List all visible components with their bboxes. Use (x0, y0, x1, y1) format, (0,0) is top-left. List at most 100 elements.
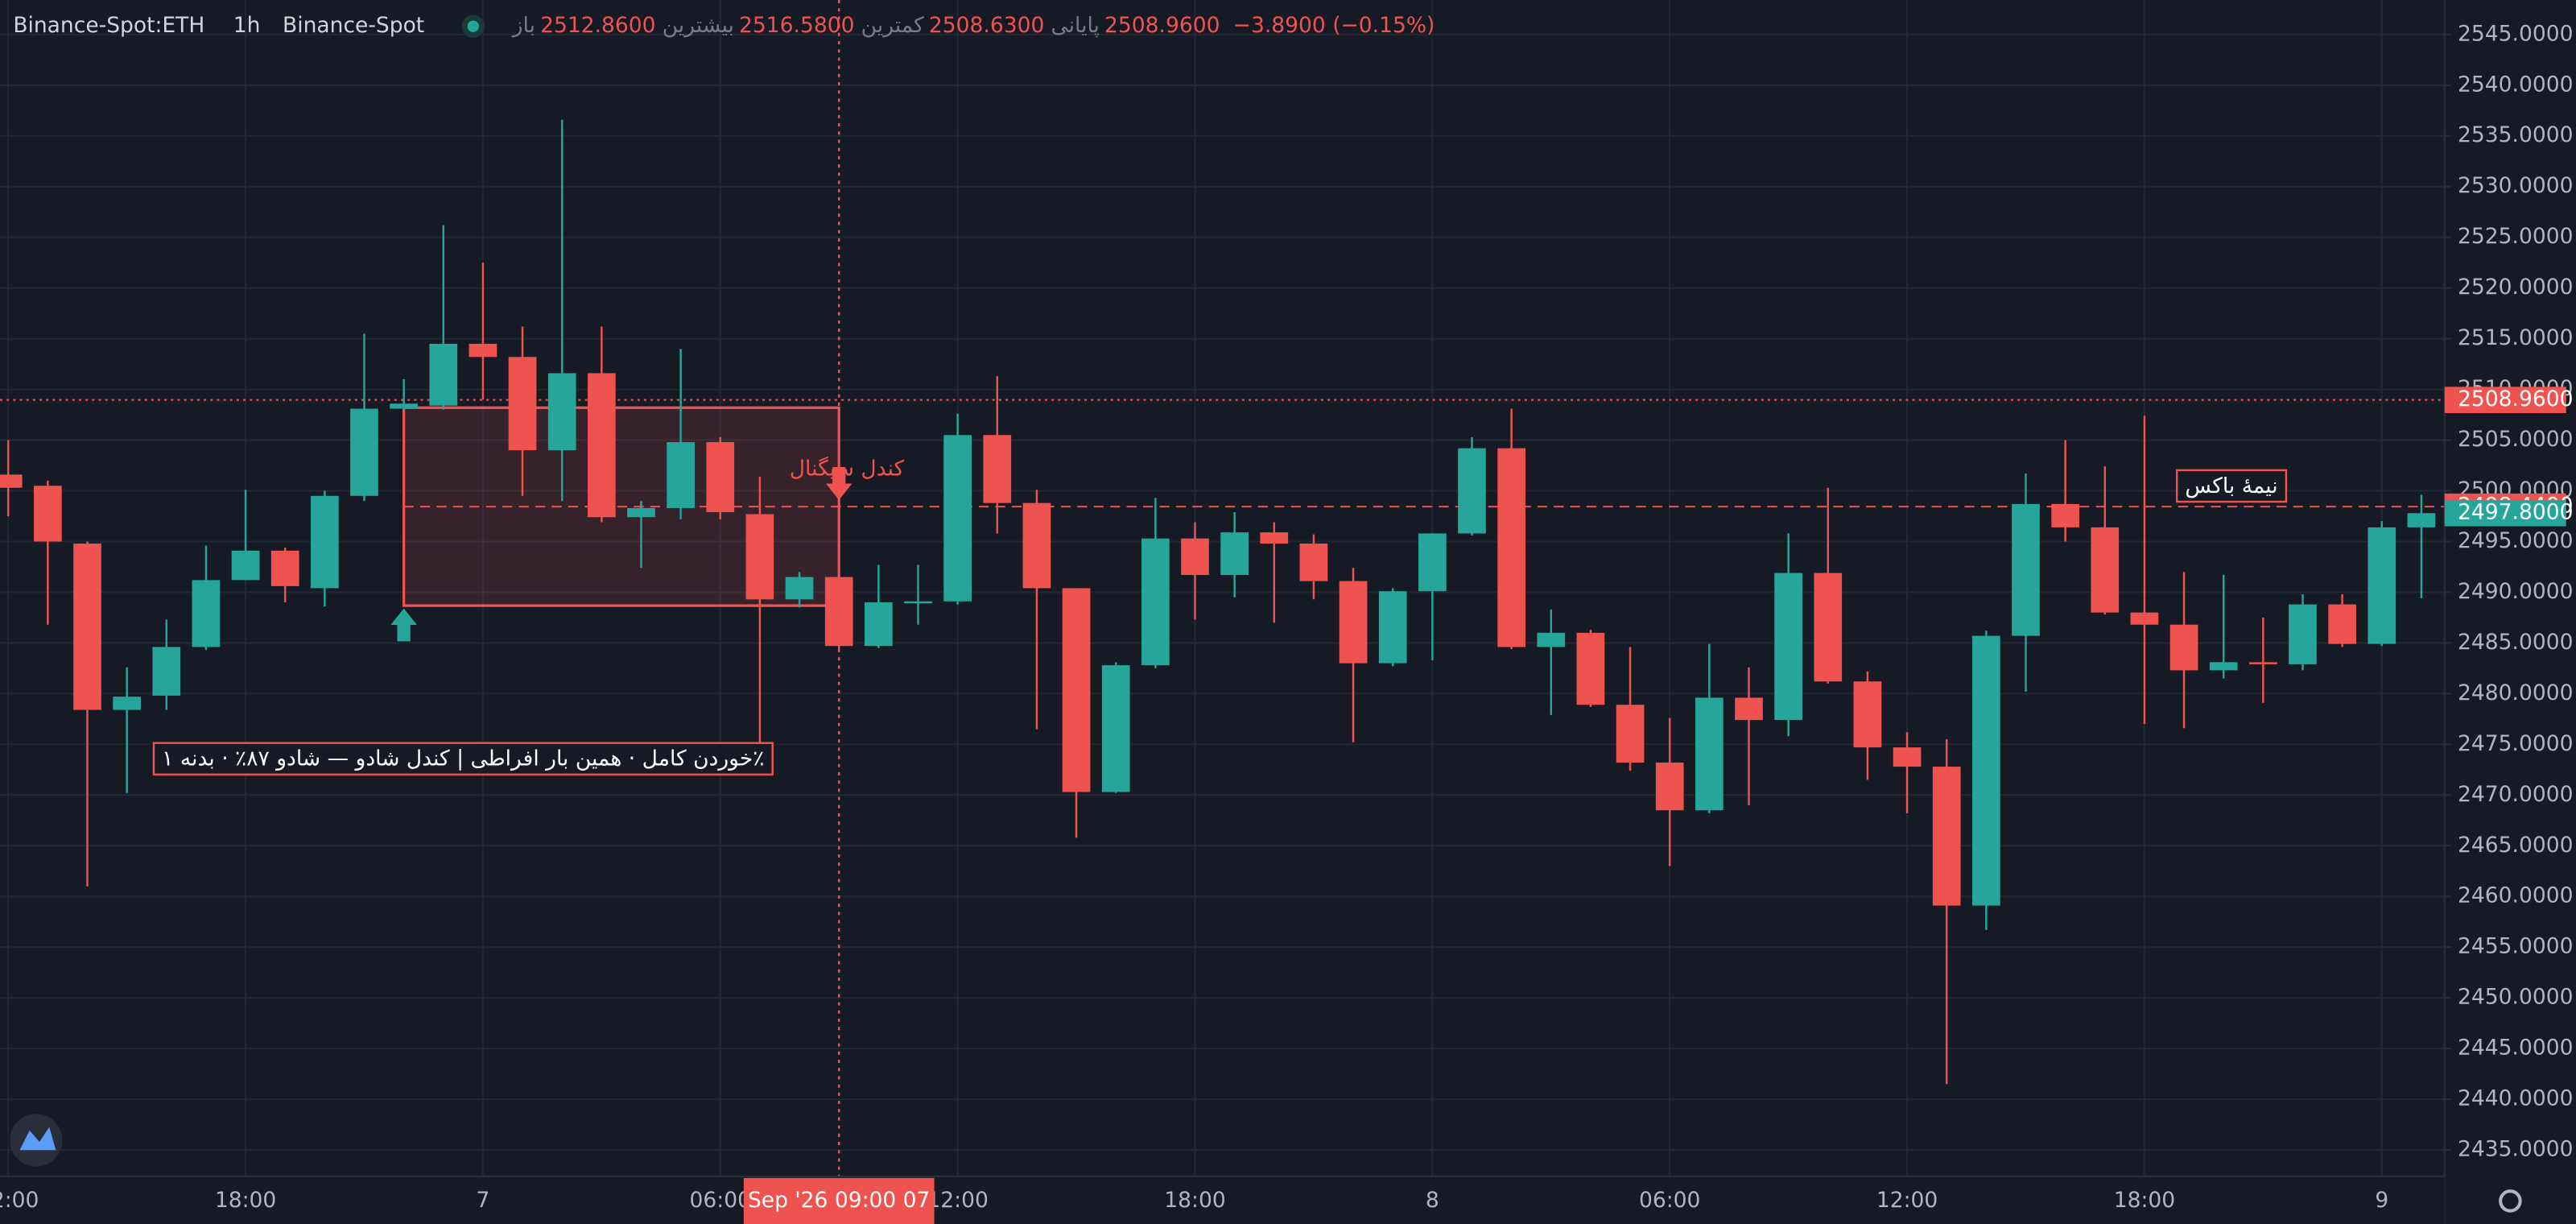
price-axis (2444, 0, 2576, 1224)
candle-body (231, 550, 260, 581)
candle-body (2328, 604, 2356, 644)
crosshair-tag (743, 1177, 935, 1224)
candle-body (311, 495, 339, 589)
candle-body (34, 486, 62, 542)
candle-body (547, 373, 576, 451)
y-tick-label: 2525.0000 (2458, 224, 2573, 249)
candle-body (1418, 533, 1447, 592)
candle-body (983, 435, 1012, 503)
signal-arrow (390, 608, 417, 642)
candle-body (390, 403, 418, 409)
candle-body (745, 514, 774, 600)
candle-body (943, 435, 972, 602)
symbol: Binance-Spot:ETH (13, 13, 204, 38)
y-tick-label: 2460.0000 (2458, 883, 2573, 908)
candle-body (2130, 612, 2159, 625)
candle-body (0, 474, 23, 488)
logo-mark (19, 1127, 56, 1151)
x-tick-label: 9 (2375, 1188, 2388, 1213)
y-tick-label: 2495.0000 (2458, 528, 2573, 553)
ohlc-label: کمترین (861, 13, 925, 38)
x-tick-label: 12:00 (1876, 1188, 1938, 1213)
candle-body (1062, 588, 1091, 792)
candle-body (1616, 705, 1645, 763)
price-tag-label: 2508.9600 (2458, 387, 2573, 411)
y-tick-label: 2520.0000 (2458, 275, 2573, 300)
change: −3.8900 (−0.15%) (1233, 13, 1435, 38)
candle-body (2249, 662, 2277, 664)
candle-body (1735, 697, 1763, 721)
candle-body (2051, 503, 2079, 527)
candle-body (1695, 697, 1724, 811)
x-tick-label: 7 (476, 1188, 489, 1213)
candle-body (2091, 527, 2120, 613)
annotation: کندل سیگنال (790, 457, 905, 482)
interval: 1h (233, 13, 261, 38)
ohlc-value: 2512.8600 (540, 13, 655, 38)
price-tag (2444, 499, 2566, 527)
crosshair-label: Sep '26 09:00 07 (748, 1188, 930, 1213)
candle-body (73, 544, 101, 710)
candle-body (1972, 635, 2000, 906)
plot-area: کندل سیگنال نیمهٔ باکس ٪خوردن کامل · همین … (0, 0, 2445, 1224)
candle-body (1339, 581, 1368, 664)
y-tick-label: 2450.0000 (2458, 985, 2573, 1010)
y-tick-label: 2485.0000 (2458, 630, 2573, 655)
x-tick-label: 18:00 (215, 1188, 276, 1213)
x-tick-label: 06:00 (690, 1188, 751, 1213)
candle-body (1537, 632, 1566, 647)
y-tick-label: 2540.0000 (2458, 72, 2573, 97)
x-tick-label: 18:00 (2114, 1188, 2175, 1213)
candle-body (1260, 532, 1289, 544)
candle-body (1932, 767, 1961, 906)
candle-body (904, 601, 932, 604)
candle-body (667, 442, 695, 508)
candle-body (588, 373, 616, 518)
candle-body (2169, 624, 2198, 671)
candle-body (627, 507, 655, 518)
y-tick-label: 2465.0000 (2458, 833, 2573, 858)
ohlc-label: بیشترین (663, 13, 734, 38)
y-tick-label: 2545.0000 (2458, 21, 2573, 46)
ohlc-value: 2508.9600 (1104, 13, 1220, 38)
candle-body (1378, 591, 1407, 664)
ohlc-value: 2508.6300 (929, 13, 1044, 38)
x-tick-label: 12:00 (927, 1188, 988, 1213)
candle-body (1655, 763, 1684, 811)
candle-body (2289, 604, 2317, 664)
ohlc-label: پایانی (1051, 13, 1100, 38)
annotation: ٪خوردن کامل · همین بار افراطی | کندل شاد… (162, 746, 764, 771)
y-tick-label: 2470.0000 (2458, 782, 2573, 807)
candle-body (270, 550, 299, 586)
candle-body (1774, 573, 1802, 721)
annotation: نیمهٔ باکس (2185, 473, 2277, 498)
candle-body (469, 343, 497, 358)
candle-body (2407, 513, 2436, 527)
candle-body (706, 442, 735, 512)
exchange: Binance-Spot (283, 13, 424, 38)
y-tick-label: 2535.0000 (2458, 122, 2573, 147)
candle-body (785, 577, 814, 600)
candle-body (1141, 538, 1170, 666)
y-tick-label: 2530.0000 (2458, 173, 2573, 198)
y-tick-label: 2440.0000 (2458, 1086, 2573, 1111)
candle-body (152, 647, 181, 696)
y-tick-label: 2505.0000 (2458, 427, 2573, 452)
price-tag-label: 2497.8000 (2458, 500, 2573, 525)
candle-body (1101, 665, 1130, 792)
y-tick-label: 2435.0000 (2458, 1137, 2573, 1162)
y-tick-label: 2490.0000 (2458, 579, 2573, 604)
y-tick-label: 2455.0000 (2458, 934, 2573, 959)
candle-body (2368, 527, 2396, 644)
candle-body (2012, 503, 2040, 636)
candle-body (350, 408, 378, 496)
annotation-frame (2175, 469, 2288, 503)
x-tick-label: 18:00 (1164, 1188, 1225, 1213)
candle-body (1814, 573, 1843, 682)
candle-body (1893, 747, 1922, 767)
price-tag (2444, 387, 2566, 414)
candle-body (1299, 544, 1328, 581)
candle-body (865, 602, 893, 647)
candle-body (1576, 632, 1605, 705)
